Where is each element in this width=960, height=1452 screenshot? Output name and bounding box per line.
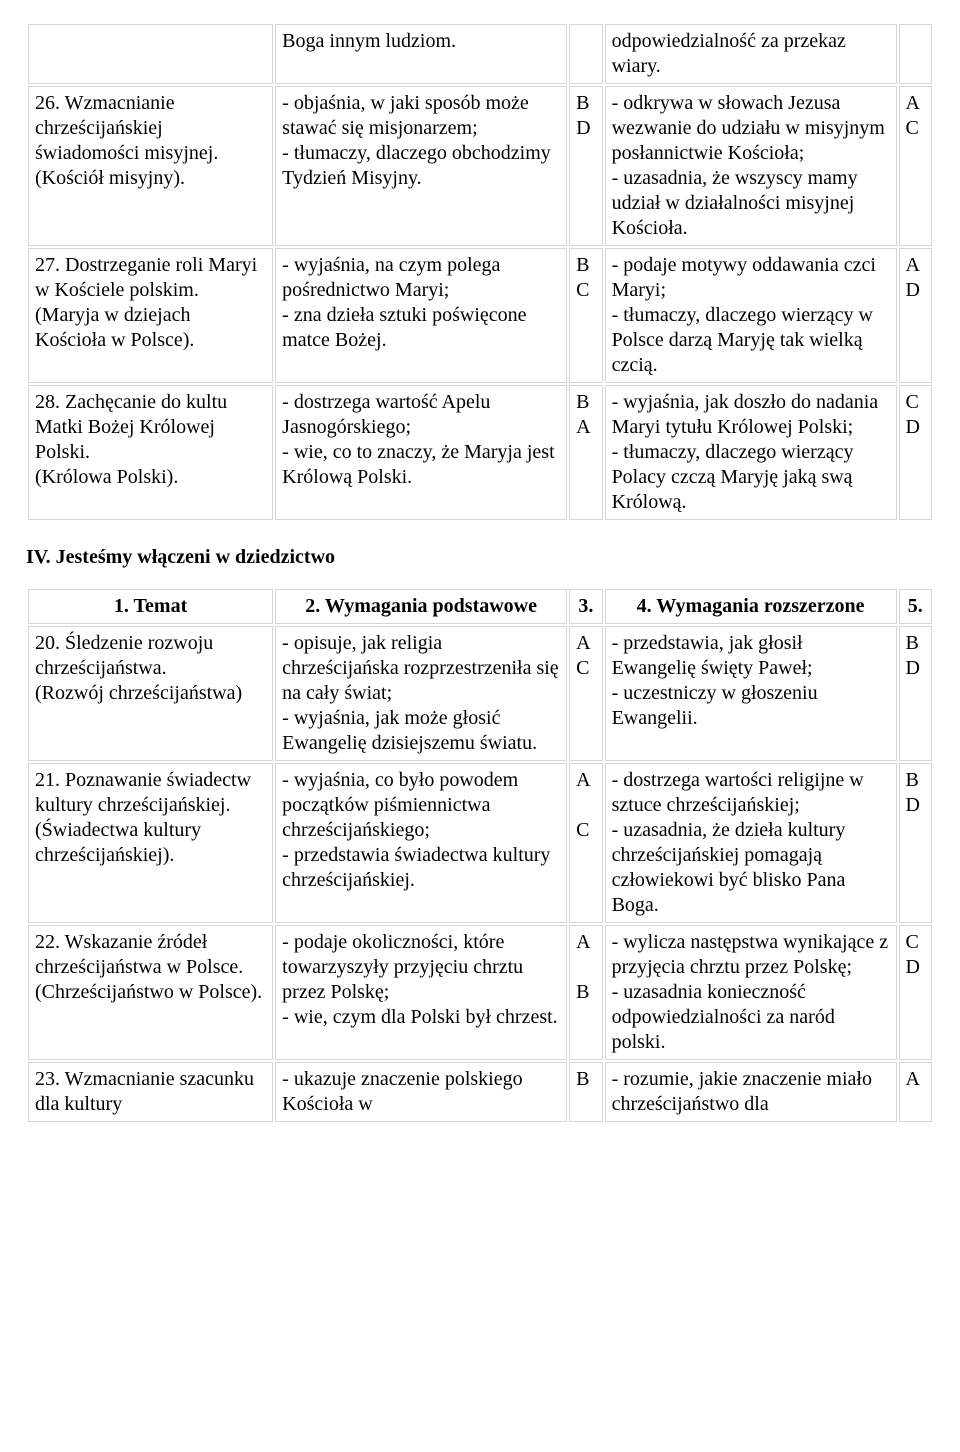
table-cell: - dostrzega wartości religijne w sztuce … [605,763,897,923]
table-row: 27. Dostrzeganie roli Maryi w Kościele p… [28,248,932,383]
table-cell: B [569,1062,602,1122]
table-header-row: 1. Temat 2. Wymagania podstawowe 3. 4. W… [28,589,932,624]
table-requirements-top: Boga innym ludziom. odpowiedzialność za p… [26,22,934,522]
col-header-topic: 1. Temat [28,589,273,624]
table-cell [28,24,273,84]
table-cell: - dostrzega wartość Apelu Jasnogórskiego… [275,385,567,520]
table-cell: 28. Zachęcanie do kultu Matki Bożej Król… [28,385,273,520]
table-cell: 23. Wzmacnianie szacunku dla kultury [28,1062,273,1122]
table-cell: - ukazuje znaczenie polskiego Kościoła w [275,1062,567,1122]
table-cell: 26. Wzmacnianie chrześcijańskiej świadom… [28,86,273,246]
table-cell: BD [899,763,932,923]
table-cell: - podaje motywy oddawania czci Maryi;- t… [605,248,897,383]
col-header-extended: 4. Wymagania rozszerzone [605,589,897,624]
table-row: 28. Zachęcanie do kultu Matki Bożej Król… [28,385,932,520]
table-cell: BC [569,248,602,383]
table-cell: 27. Dostrzeganie roli Maryi w Kościele p… [28,248,273,383]
table-cell: - objaśnia, w jaki sposób może stawać si… [275,86,567,246]
table-cell: AC [569,626,602,761]
table-cell: - wylicza następstwa wynikające z przyję… [605,925,897,1060]
table-cell: AB [569,925,602,1060]
table-cell: AC [569,763,602,923]
table-cell: CD [899,385,932,520]
table-cell [569,24,602,84]
table-cell: BD [569,86,602,246]
table-cell: - wyjaśnia, na czym polega pośrednictwo … [275,248,567,383]
table-cell: - odkrywa w słowach Jezusa wezwanie do u… [605,86,897,246]
table-cell: odpowiedzialność za przekaz wiary. [605,24,897,84]
col-header-3: 3. [569,589,602,624]
table-row: 20. Śledzenie rozwoju chrześcijaństwa.(R… [28,626,932,761]
table-row: Boga innym ludziom. odpowiedzialność za p… [28,24,932,84]
table-row: 21. Poznawanie świadectw kultury chrześc… [28,763,932,923]
table-cell: - rozumie, jakie znaczenie miało chrześc… [605,1062,897,1122]
table-cell: - podaje okoliczności, które towarzyszył… [275,925,567,1060]
table-row: 22. Wskazanie źródeł chrześcijaństwa w P… [28,925,932,1060]
table-cell: A [899,1062,932,1122]
table-cell: BA [569,385,602,520]
table-cell: CD [899,925,932,1060]
table-cell: - wyjaśnia, co było powodem początków pi… [275,763,567,923]
table-cell: 22. Wskazanie źródeł chrześcijaństwa w P… [28,925,273,1060]
table-cell: - wyjaśnia, jak doszło do nadania Maryi … [605,385,897,520]
table-cell: - przedstawia, jak głosił Ewangelię świę… [605,626,897,761]
table-cell [899,24,932,84]
table-cell: 20. Śledzenie rozwoju chrześcijaństwa.(R… [28,626,273,761]
table-cell: - opisuje, jak religia chrześcijańska ro… [275,626,567,761]
table-row: 23. Wzmacnianie szacunku dla kultury- uk… [28,1062,932,1122]
col-header-basic: 2. Wymagania podstawowe [275,589,567,624]
col-header-5: 5. [899,589,932,624]
table-cell: AD [899,248,932,383]
table-row: 26. Wzmacnianie chrześcijańskiej świadom… [28,86,932,246]
table-cell: Boga innym ludziom. [275,24,567,84]
table-requirements-section4: 1. Temat 2. Wymagania podstawowe 3. 4. W… [26,587,934,1124]
section-heading: IV. Jesteśmy włączeni w dziedzictwo [26,546,934,569]
table-cell: 21. Poznawanie świadectw kultury chrześc… [28,763,273,923]
table-cell: BD [899,626,932,761]
table-cell: AC [899,86,932,246]
